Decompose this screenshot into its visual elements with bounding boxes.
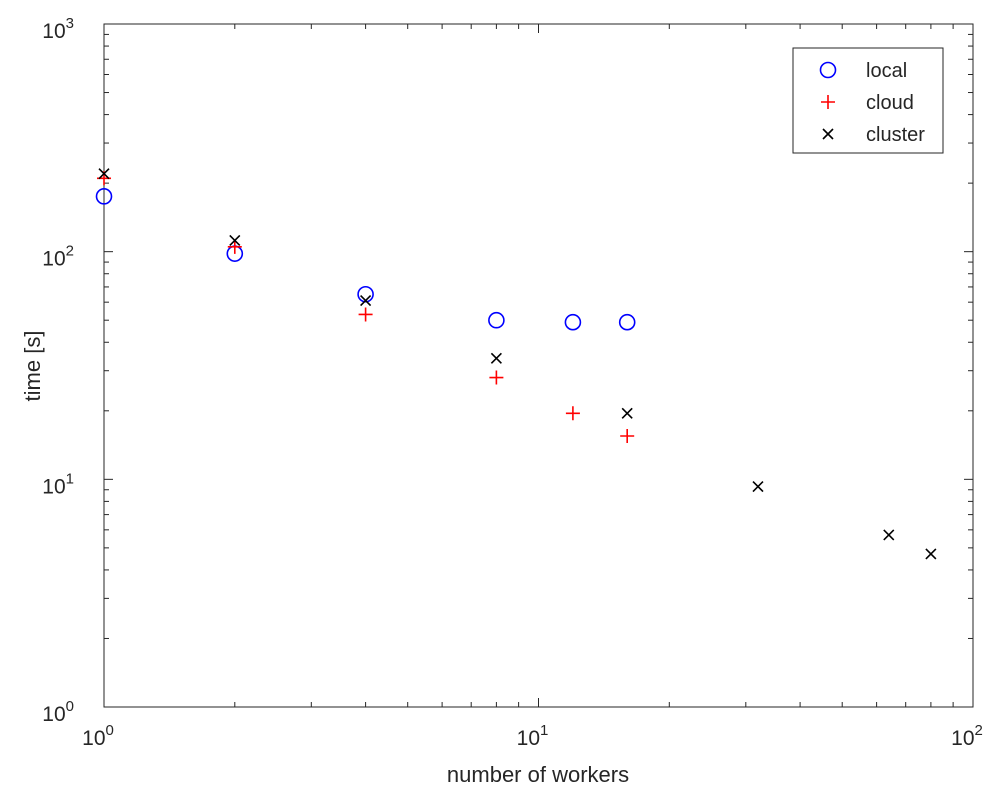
y-tick-label: 102 (42, 243, 74, 271)
cluster-point (98, 168, 110, 180)
y-tick-label: 103 (42, 15, 74, 43)
legend-label-cloud: cloud (866, 92, 914, 114)
cluster-point (229, 234, 241, 247)
local-point (95, 188, 113, 205)
legend-box (792, 47, 944, 154)
cluster-point (752, 480, 764, 493)
cluster-point (621, 407, 633, 419)
legend-label-cluster: cluster (866, 124, 925, 146)
cluster-point (883, 529, 895, 541)
x-tick-label: 101 (517, 722, 549, 750)
cluster-point (360, 294, 372, 307)
x-tick-label: 102 (951, 722, 983, 750)
legend-label-local: local (866, 60, 907, 82)
y-tick-label: 101 (42, 470, 74, 498)
local-point (618, 313, 636, 331)
axis-tick-labels: 100 101 102 100 101 102 103 (42, 15, 983, 750)
legend: local cloud cluster (792, 47, 944, 154)
local-point (488, 311, 505, 329)
legend-marker-cloud (821, 95, 835, 109)
x-axis-label: number of workers (447, 762, 629, 787)
cluster-point (490, 352, 502, 364)
cloud-point (620, 429, 635, 444)
data-points (95, 168, 937, 560)
y-axis-label: time [s] (20, 331, 45, 402)
local-point (357, 285, 374, 303)
legend-marker-cluster (822, 128, 834, 140)
axis-ticks (103, 24, 973, 708)
cluster-point (925, 548, 937, 560)
local-point (564, 313, 582, 331)
cloud-point (565, 406, 580, 421)
cloud-point (489, 370, 504, 385)
x-tick-label: 100 (82, 722, 114, 750)
y-tick-label: 100 (42, 698, 74, 726)
cloud-point (358, 307, 373, 322)
cloud-point (227, 239, 242, 254)
legend-marker-local (819, 61, 837, 79)
